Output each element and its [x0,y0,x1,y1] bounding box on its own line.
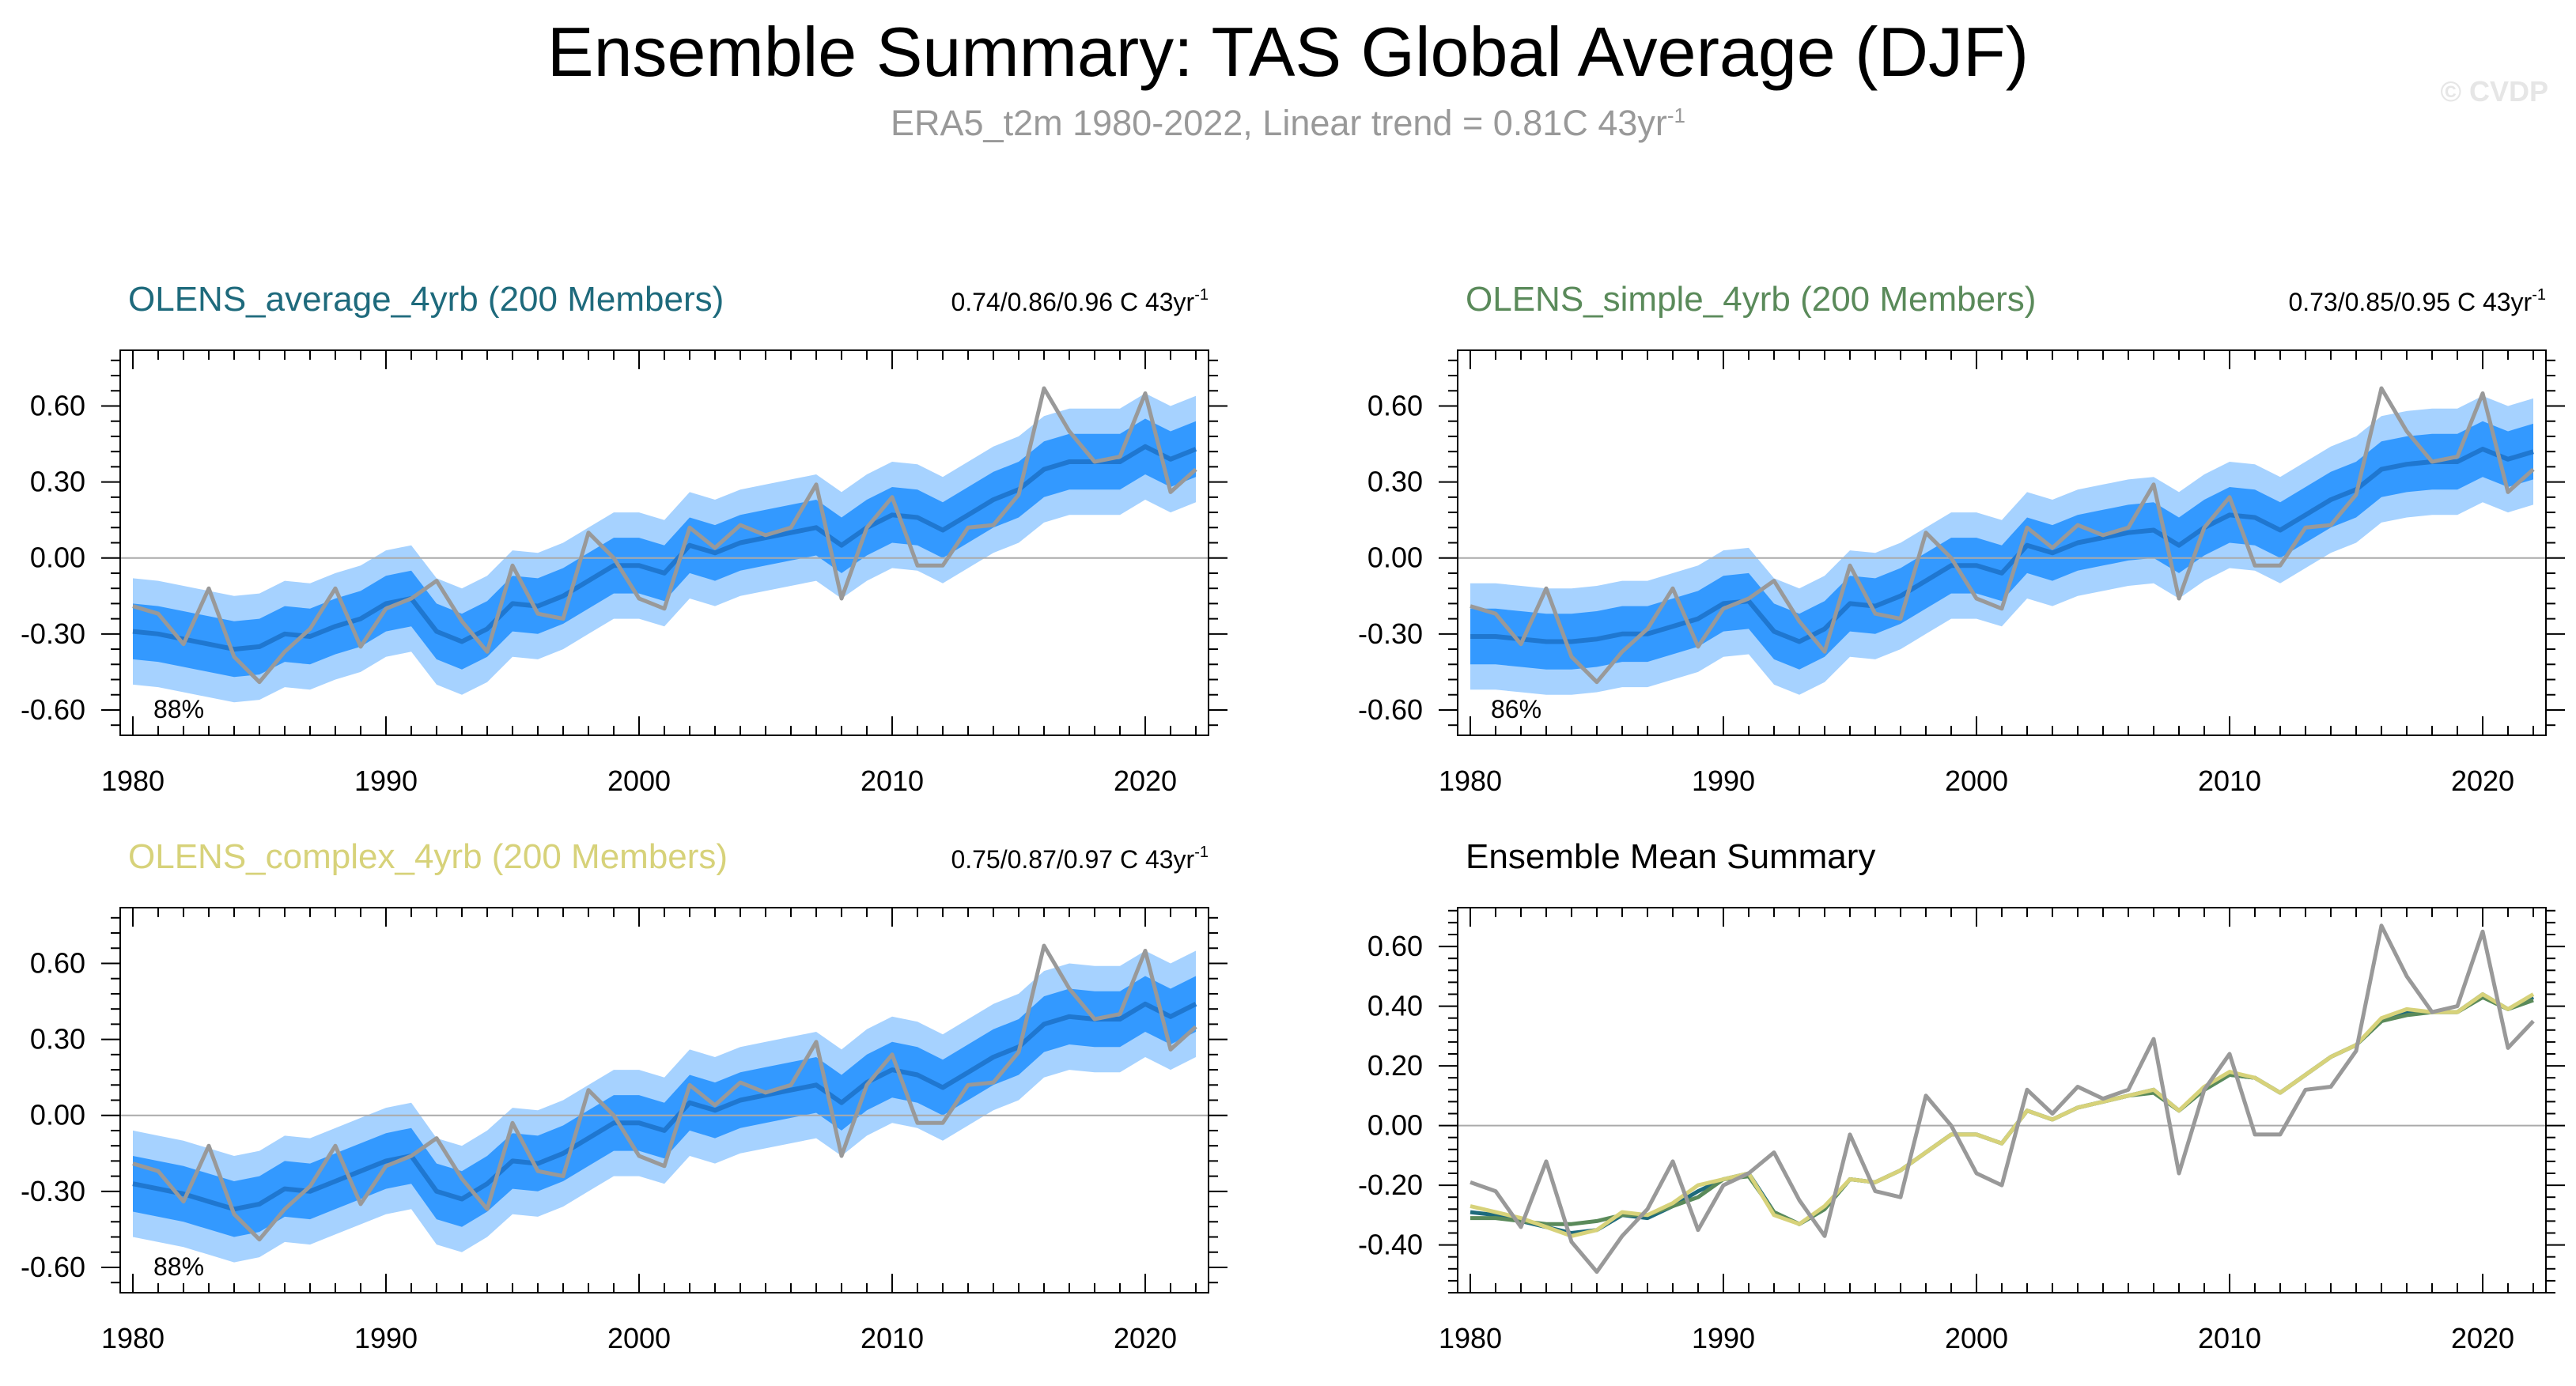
panel-title: OLENS_complex_4yrb (200 Members) [128,837,728,876]
y-tick-label: 0.30 [1367,466,1423,498]
chart-panel-3: OLENS_complex_4yrb (200 Members) 0.75/0.8… [21,837,1227,1354]
percent-label: 88% [153,1252,204,1281]
trend-stats-text: 0.74/0.86/0.96 C 43yr [951,288,1194,316]
y-tick-label: -0.40 [1358,1229,1423,1261]
ensemble-inner-band [133,976,1196,1237]
y-tick-label: -0.30 [21,617,85,650]
x-tick-label: 1990 [354,765,418,797]
trend-stats: 0.73/0.85/0.95 C 43yr-1 [2288,286,2546,316]
y-tick-label: -0.60 [21,1251,85,1283]
x-tick-label: 2000 [607,765,671,797]
panel-title: Ensemble Mean Summary [1466,837,1875,876]
y-tick-label: 0.40 [1367,990,1423,1022]
x-tick-label: 2010 [861,1322,924,1354]
x-tick-label: 2010 [2198,1322,2261,1354]
y-tick-label: -0.30 [21,1175,85,1207]
observed-line [1470,386,2535,685]
x-tick-label: 2000 [1945,765,2008,797]
chart-panel-4: Ensemble Mean Summary 1980 1990 2000 2010 202… [1358,837,2565,1354]
observed-line [132,943,1197,1242]
panel-title: OLENS_simple_4yrb (200 Members) [1466,280,2036,319]
x-tick-label: 2010 [861,765,924,797]
y-tick-label: -0.30 [1358,617,1423,650]
ensemble-inner-band [1470,421,2533,670]
cvdp-watermark: © CVDP [2440,75,2548,108]
trend-stats-text: 0.75/0.87/0.97 C 43yr [951,845,1194,874]
y-tick-label: 0.60 [1367,930,1423,962]
x-tick-label: 1990 [354,1322,418,1354]
y-tick-label: 0.00 [1367,1109,1423,1142]
y-tick-label: 0.00 [1367,542,1423,574]
y-tick-label: 0.60 [30,946,85,979]
x-tick-label: 1990 [1692,765,1755,797]
x-tick-label: 2020 [2451,765,2514,797]
y-tick-label: 0.60 [1367,389,1423,421]
x-tick-label: 1990 [1692,1322,1755,1354]
page-subtitle: ERA5_t2m 1980-2022, Linear trend = 0.81C… [0,103,2576,144]
x-tick-label: 2020 [1114,1322,1177,1354]
trend-stats-superscript: -1 [1194,844,1209,861]
subtitle-superscript: -1 [1666,104,1685,127]
x-tick-label: 2000 [607,1322,671,1354]
percent-label: 88% [153,695,204,723]
y-tick-label: 0.00 [30,1099,85,1131]
percent-label: 86% [1491,695,1541,723]
x-tick-label: 1980 [1439,1322,1502,1354]
x-tick-label: 1980 [101,1322,165,1354]
x-tick-label: 2000 [1945,1322,2008,1354]
y-tick-label: 0.00 [30,542,85,574]
x-tick-label: 1980 [101,765,165,797]
x-tick-label: 2010 [2198,765,2261,797]
trend-stats-text: 0.73/0.85/0.95 C 43yr [2288,288,2532,316]
trend-stats-superscript: -1 [2532,286,2546,304]
x-tick-label: 2020 [2451,1322,2514,1354]
trend-stats-superscript: -1 [1194,286,1209,304]
chart-panel-2: OLENS_simple_4yrb (200 Members) 0.73/0.85… [1358,280,2565,797]
page-title: Ensemble Summary: TAS Global Average (DJ… [547,13,2029,91]
y-tick-label: 0.60 [30,389,85,421]
y-tick-label: 0.30 [30,466,85,498]
chart-panel-1: OLENS_average_4yrb (200 Members) 0.74/0.8… [21,280,1227,797]
y-tick-label: -0.60 [1358,693,1423,726]
x-tick-label: 1980 [1439,765,1502,797]
series-line-olens-simple-4yrb [1470,995,2534,1226]
trend-stats: 0.75/0.87/0.97 C 43yr-1 [951,844,1209,874]
ensemble-inner-band [133,418,1196,678]
x-tick-label: 2020 [1114,765,1177,797]
series-line-era5-t2m [1470,923,2535,1275]
y-tick-label: 0.20 [1367,1049,1423,1082]
y-tick-label: 0.30 [30,1023,85,1056]
trend-stats: 0.74/0.86/0.96 C 43yr-1 [951,286,1209,316]
y-tick-label: -0.60 [21,693,85,726]
y-tick-label: -0.20 [1358,1169,1423,1201]
panel-title: OLENS_average_4yrb (200 Members) [128,280,724,319]
observed-line [132,386,1197,685]
subtitle-text: ERA5_t2m 1980-2022, Linear trend = 0.81C… [891,103,1667,143]
